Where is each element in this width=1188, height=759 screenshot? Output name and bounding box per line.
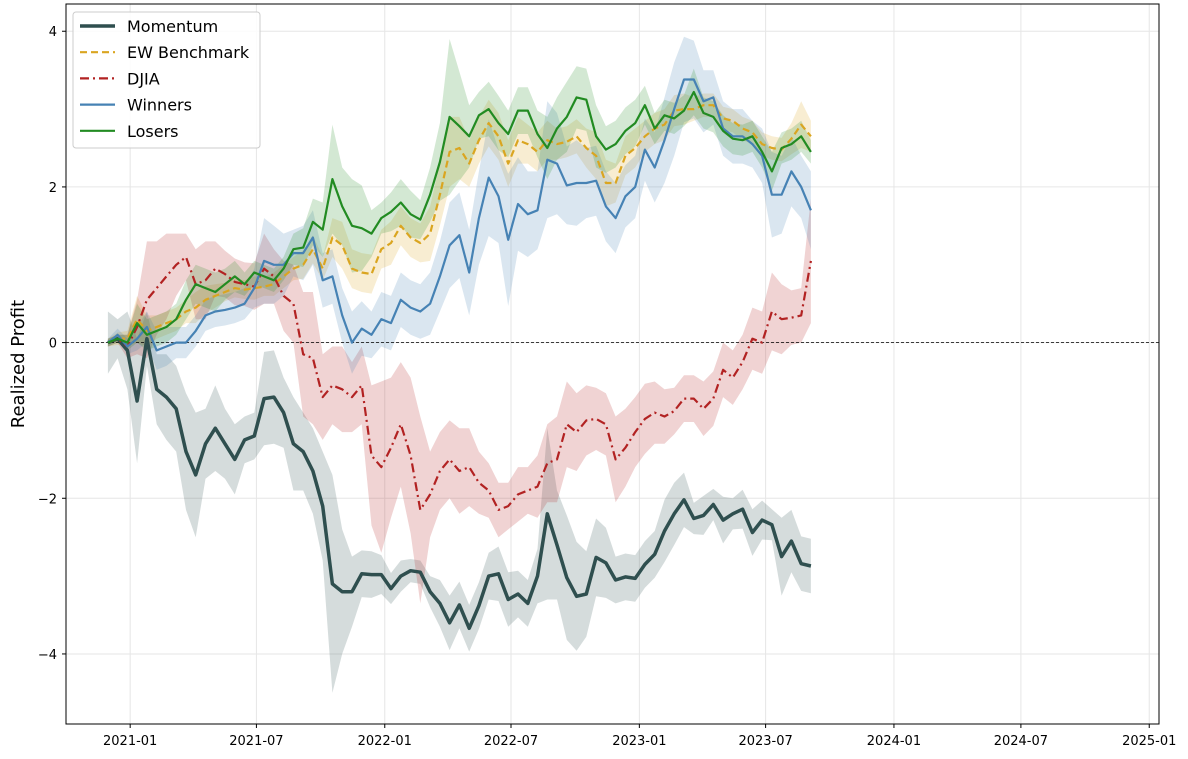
confidence-bands xyxy=(107,36,811,693)
y-tick-label: 4 xyxy=(49,25,57,40)
momentum-band xyxy=(107,311,811,693)
legend-label-losers[interactable]: Losers xyxy=(127,122,179,141)
legend-label-winners[interactable]: Winners xyxy=(127,96,192,115)
x-tick-label: 2022-07 xyxy=(484,734,538,749)
x-tick-label: 2022-01 xyxy=(358,734,412,749)
losers-line xyxy=(107,90,812,344)
x-tick-label: 2024-01 xyxy=(867,734,921,749)
y-tick-label: −4 xyxy=(38,648,57,663)
y-tick-label: −2 xyxy=(38,492,57,507)
plot-frame xyxy=(65,3,1160,725)
x-tick-label: 2021-01 xyxy=(103,734,157,749)
legend-box xyxy=(72,11,261,149)
axis-ticks: −4 −2 0 2 4 2021-01 2021-07 2022-01 2022-07 2023-… xyxy=(38,25,1177,749)
legend-label-djia[interactable]: DJIA xyxy=(127,69,160,88)
losers-band xyxy=(107,39,811,351)
legend[interactable]: Momentum EW Benchmark DJIA Winners Losers xyxy=(72,11,261,149)
x-tick-label: 2025-01 xyxy=(1122,734,1176,749)
x-tick-label: 2023-01 xyxy=(612,734,666,749)
winners-line xyxy=(107,78,812,352)
momentum-line xyxy=(107,336,812,631)
series-lines xyxy=(107,78,812,631)
djia-band xyxy=(107,198,811,604)
y-tick-label: 0 xyxy=(49,337,57,352)
legend-label-momentum[interactable]: Momentum xyxy=(127,17,218,36)
ew-benchmark-band xyxy=(107,93,811,347)
winners-band xyxy=(107,36,811,374)
x-tick-label: 2023-07 xyxy=(738,734,792,749)
y-tick-label: 2 xyxy=(49,181,57,196)
y-axis-title: Realized Profit xyxy=(8,300,29,428)
djia-line xyxy=(107,255,812,511)
ew-benchmark-line xyxy=(107,104,812,344)
x-tick-label: 2024-07 xyxy=(994,734,1048,749)
legend-label-ew-benchmark[interactable]: EW Benchmark xyxy=(127,43,250,62)
x-tick-label: 2021-07 xyxy=(229,734,283,749)
